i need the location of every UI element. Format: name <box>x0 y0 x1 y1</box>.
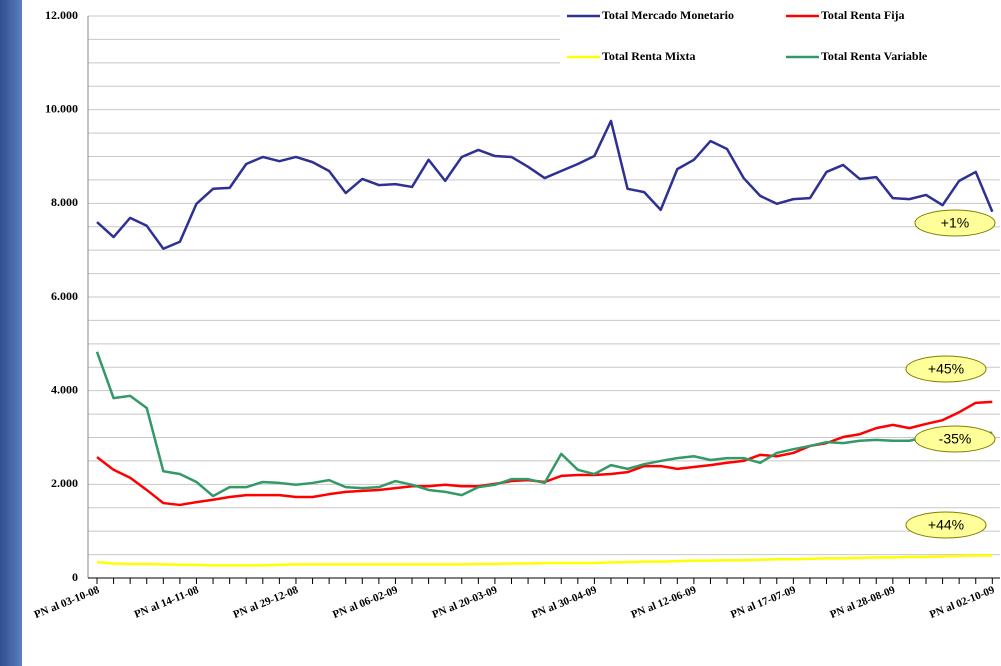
annotation-text: -35% <box>939 431 972 447</box>
x-tick-label: PN al 29-12-08 <box>232 584 301 621</box>
y-tick-label: 12.000 <box>45 8 78 22</box>
y-tick-label: 10.000 <box>45 101 78 115</box>
legend-label: Total Renta Variable <box>821 49 928 63</box>
series-line <box>96 554 993 567</box>
annotation-bubble <box>914 425 996 453</box>
x-tick-label: PN al 03-10-08 <box>33 584 102 621</box>
y-tick-label: 2.000 <box>51 476 78 490</box>
axes: 0 2.000 4.000 6.000 8.000 10.000 12.000 PN al 0… <box>33 8 1000 621</box>
x-tick-label: PN al 20-03-09 <box>430 584 499 621</box>
plot-lines <box>95 119 994 567</box>
side-strip <box>0 0 22 666</box>
annotation-bubble <box>905 355 987 383</box>
legend-box <box>560 2 1000 78</box>
annotation-bubble <box>914 209 996 237</box>
annotation-text: +1% <box>941 215 969 231</box>
legend-label: Total Renta Fija <box>821 8 905 22</box>
annotations: +1% +45% -35% +44% <box>905 209 996 539</box>
annotation-bubble <box>905 511 987 539</box>
x-tick-label: PN al 02-10-09 <box>928 584 997 621</box>
annotation-text: +44% <box>928 517 964 533</box>
legend: Total Mercado Monetario Total Renta Fija T… <box>560 2 1000 78</box>
y-tick-label: 4.000 <box>51 382 78 396</box>
x-tick-label: PN al 30-04-09 <box>530 584 599 621</box>
x-tick-label: PN al 17-07-09 <box>729 584 798 621</box>
series-line <box>96 119 994 251</box>
grid <box>88 15 1000 579</box>
x-tick-label: PN al 28-08-09 <box>828 584 897 621</box>
x-tick-label: PN al 12-06-09 <box>629 584 698 621</box>
annotation-text: +45% <box>928 361 964 377</box>
legend-label: Total Mercado Monetario <box>602 8 734 22</box>
y-tick-label: 8.000 <box>51 195 78 209</box>
y-tick-label: 0 <box>72 570 78 584</box>
y-tick-label: 6.000 <box>51 289 78 303</box>
x-tick-label: PN al 14-11-08 <box>133 584 201 621</box>
series-line <box>96 400 993 507</box>
legend-label: Total Renta Mixta <box>602 49 696 63</box>
x-tick-label: PN al 06-02-09 <box>331 584 400 621</box>
series-line <box>95 351 993 498</box>
